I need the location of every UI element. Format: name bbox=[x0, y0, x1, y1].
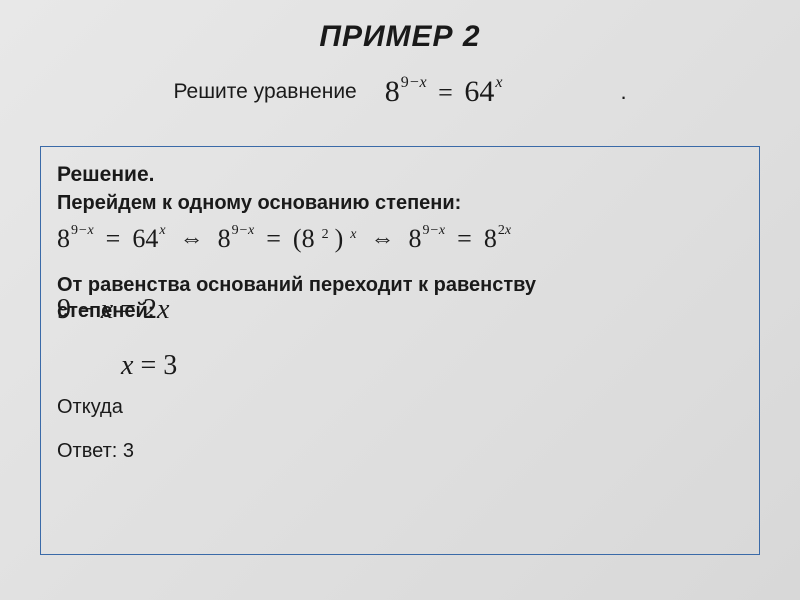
prompt-text: Решите уравнение bbox=[173, 80, 356, 104]
overlap-region: степеней: 9 − x = 2x bbox=[57, 298, 743, 344]
lhs-base: 8 bbox=[385, 77, 400, 107]
slide-title: ПРИМЕР 2 bbox=[40, 20, 760, 54]
solution-box: Решение. Перейдем к одному основанию сте… bbox=[40, 146, 760, 555]
solution-label: Решение. bbox=[57, 161, 743, 188]
main-equation: 89−x = 64x bbox=[385, 77, 503, 108]
prompt-row: Решите уравнение 89−x = 64x . bbox=[40, 66, 760, 118]
equals-sign: = bbox=[432, 78, 459, 107]
linear-equation: 9 − x = 2x bbox=[57, 292, 169, 328]
slide: ПРИМЕР 2 Решите уравнение 89−x = 64x . Р… bbox=[0, 0, 800, 600]
step-3-text: Откуда bbox=[57, 394, 743, 420]
period: . bbox=[620, 79, 626, 105]
equation-chain: 89−x = 64x ⇔ 89−x = (82)x ⇔ 89−x = 82x bbox=[57, 222, 743, 256]
result-equation: x = 3 bbox=[121, 348, 743, 384]
rhs-base: 64 bbox=[464, 77, 494, 107]
step-1-text: Перейдем к одному основанию степени: bbox=[57, 190, 743, 216]
answer-text: Ответ: 3 bbox=[57, 438, 743, 464]
